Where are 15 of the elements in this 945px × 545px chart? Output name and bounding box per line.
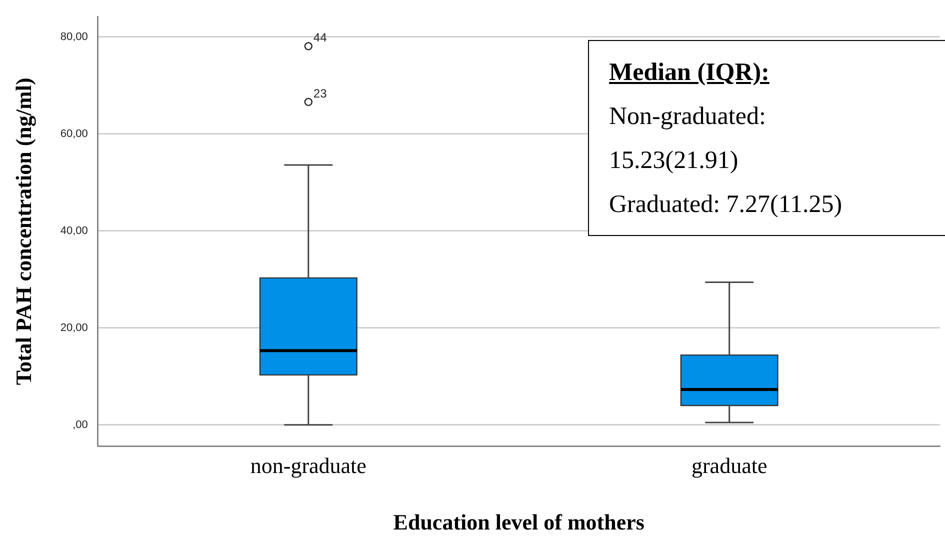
annotation: Graduated: 7.27(11.25)	[609, 190, 844, 220]
annotation: 44	[313, 30, 328, 44]
y-axis-title: Total PAH concentration (ng/ml)	[10, 78, 36, 386]
y-tick-label: 80,00	[60, 30, 88, 43]
x-axis-title: Education level of mothers	[393, 509, 645, 534]
annotation: Non-graduated: 15.23(21.91)	[609, 102, 767, 176]
y-tick-label: 20,00	[60, 322, 88, 334]
text-box: Median (IQR): Non-graduated: 15.23(21.91) Graduated: 7.27(11.25)	[588, 40, 945, 236]
y-tick-label: ,00	[72, 418, 88, 431]
x-tick-label: graduate	[691, 453, 768, 478]
annotation: 23	[313, 86, 328, 100]
y-tick-label: 60,00	[60, 128, 88, 140]
annotation: Median (IQR):	[609, 58, 770, 88]
x-tick-label: non-graduate	[250, 453, 366, 478]
y-tick-label: 40,00	[60, 224, 88, 237]
